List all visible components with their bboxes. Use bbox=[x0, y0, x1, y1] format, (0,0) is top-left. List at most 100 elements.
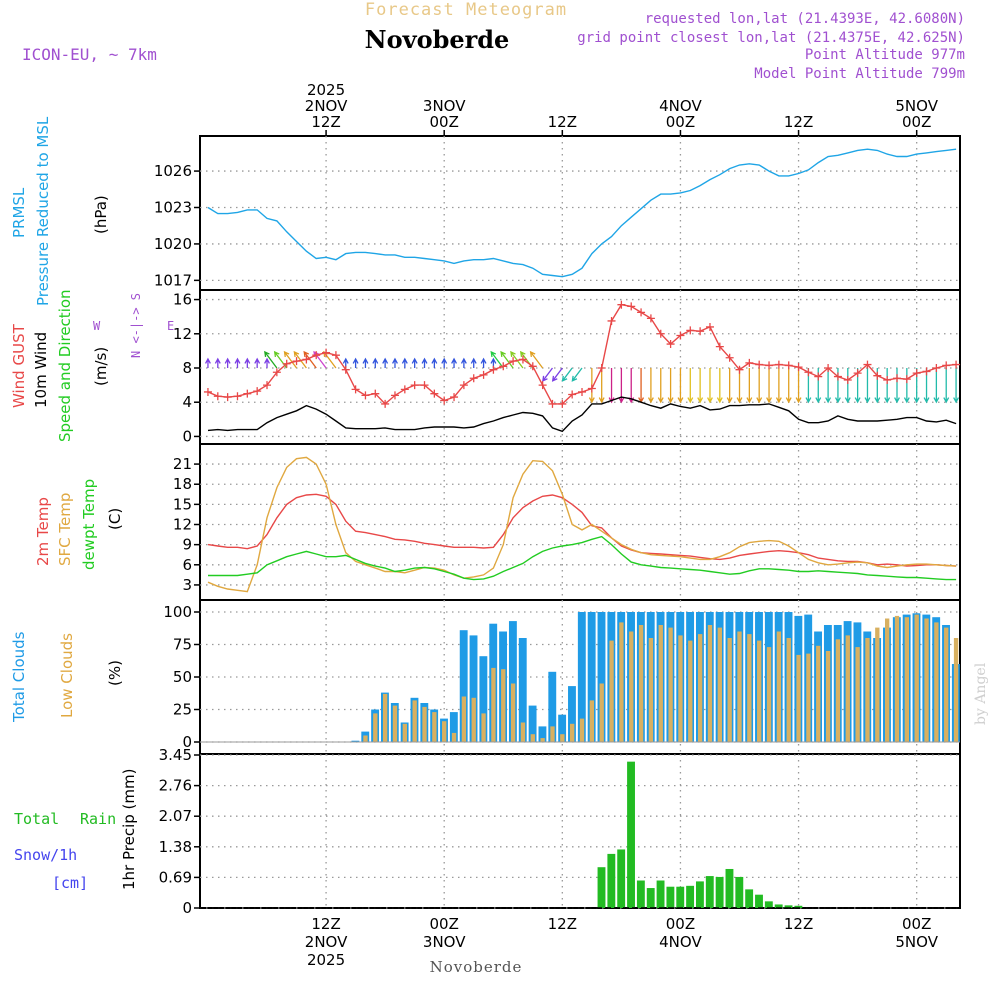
gust-point bbox=[390, 391, 399, 400]
gust-point bbox=[341, 365, 350, 374]
series-line-2m-temp bbox=[207, 493, 957, 567]
series-line-prmsl bbox=[207, 148, 957, 278]
wind-arrow bbox=[628, 368, 635, 404]
gust-point bbox=[282, 359, 291, 368]
gust-point bbox=[735, 365, 744, 374]
wind-arrow bbox=[844, 368, 851, 404]
gust-point bbox=[607, 316, 616, 325]
wind-arrow bbox=[362, 357, 369, 368]
gust-point bbox=[400, 385, 409, 394]
wind-arrow bbox=[551, 367, 563, 382]
gust-point bbox=[558, 399, 567, 408]
low-cloud-bar bbox=[520, 722, 526, 742]
wind-arrow bbox=[234, 357, 241, 368]
top-axis-label: 2025 bbox=[307, 81, 345, 99]
temp-unit: (C) bbox=[106, 508, 124, 530]
total-cloud-bar bbox=[548, 671, 557, 742]
gust-point bbox=[223, 393, 232, 402]
low-cloud-bar bbox=[865, 638, 870, 742]
wind-arrow bbox=[785, 368, 792, 404]
total-cloud-bar bbox=[518, 638, 527, 742]
low-cloud-bar bbox=[412, 700, 417, 742]
wind-arrow bbox=[687, 368, 694, 404]
top-axis-label: 12Z bbox=[784, 113, 813, 131]
gust-point bbox=[361, 391, 370, 400]
pressure-label-1: PRMSL bbox=[10, 187, 28, 238]
gust-point bbox=[243, 389, 252, 398]
place-title: Novoberde bbox=[365, 25, 510, 54]
bottom-axis-label: 2025 bbox=[307, 951, 345, 969]
gust-point bbox=[430, 389, 439, 398]
gust-point bbox=[450, 393, 459, 402]
gust-point bbox=[499, 362, 508, 371]
pressure-unit: (hPa) bbox=[92, 195, 110, 234]
gust-point bbox=[833, 372, 842, 381]
wind-arrow bbox=[431, 357, 438, 368]
compass-ns: N <-|-> S bbox=[129, 293, 143, 358]
gust-point bbox=[843, 375, 852, 384]
rain-bar bbox=[646, 888, 655, 908]
low-cloud-bar bbox=[491, 667, 496, 742]
low-cloud-bar bbox=[392, 705, 398, 742]
gust-point bbox=[765, 361, 774, 370]
footer-place: Novoberde bbox=[430, 958, 523, 976]
wind-arrow bbox=[401, 357, 408, 368]
low-cloud-bar bbox=[629, 631, 634, 742]
low-cloud-bar bbox=[766, 647, 772, 742]
low-cloud-bar bbox=[432, 712, 437, 742]
wind-arrow bbox=[795, 368, 802, 404]
precip-panel: 0 0.69 1.38 2.07 2.76 3.45 bbox=[159, 746, 961, 917]
rain-bar bbox=[725, 868, 734, 908]
panel-frame bbox=[199, 443, 961, 601]
low-cloud-bar bbox=[560, 734, 565, 742]
gust-point bbox=[676, 331, 685, 340]
total-cloud-bar bbox=[508, 621, 517, 742]
low-cloud-bar bbox=[658, 625, 663, 742]
gust-point bbox=[804, 368, 813, 377]
gust-point bbox=[863, 360, 872, 369]
bottom-axis-label: 3NOV bbox=[423, 933, 466, 951]
wind-arrow bbox=[618, 368, 625, 404]
total-cloud-bar bbox=[558, 714, 567, 742]
wind-arrow bbox=[372, 357, 379, 368]
total-clouds-label: Total Clouds bbox=[10, 631, 28, 723]
rain-bar bbox=[607, 853, 616, 908]
rain-bar bbox=[627, 761, 635, 908]
gust-point bbox=[479, 370, 488, 379]
gust-point bbox=[469, 374, 478, 383]
rain-label-a: Total bbox=[14, 810, 59, 828]
low-cloud-bar bbox=[461, 696, 467, 742]
rain-bar bbox=[695, 881, 704, 908]
rain-bar bbox=[715, 876, 724, 908]
gust-point bbox=[440, 396, 449, 405]
rain-bar bbox=[794, 905, 803, 908]
gust-point bbox=[725, 353, 734, 362]
low-cloud-bar bbox=[589, 700, 595, 742]
rain-bar bbox=[636, 880, 645, 908]
gust-point bbox=[646, 314, 655, 323]
total-cloud-bar bbox=[538, 726, 547, 742]
gust-point bbox=[213, 392, 222, 401]
wind-arrow bbox=[352, 357, 359, 368]
low-cloud-bar bbox=[697, 634, 703, 742]
series-line-dewpt-temp bbox=[208, 535, 957, 581]
wind-arrow bbox=[726, 368, 733, 404]
total-cloud-bar bbox=[459, 630, 468, 742]
low-cloud-bar bbox=[707, 625, 713, 742]
low-cloud-bar bbox=[619, 622, 624, 742]
ytick-label: 50 bbox=[173, 668, 192, 686]
ytick-label: 75 bbox=[173, 636, 192, 654]
gust-point bbox=[233, 392, 242, 401]
gust-point bbox=[489, 365, 498, 374]
clouds-panel: 0 25 50 75 100 bbox=[163, 599, 961, 755]
ytick-label: 0.69 bbox=[159, 868, 192, 886]
clouds-unit: (%) bbox=[106, 660, 124, 686]
top-axis-label: 2NOV bbox=[305, 97, 348, 115]
low-cloud-bar bbox=[737, 631, 742, 742]
low-cloud-bar bbox=[678, 635, 683, 742]
gust-point bbox=[302, 355, 311, 364]
low-cloud-bar bbox=[776, 631, 782, 742]
wind-arrow bbox=[244, 357, 251, 368]
low-cloud-bar bbox=[668, 627, 673, 742]
